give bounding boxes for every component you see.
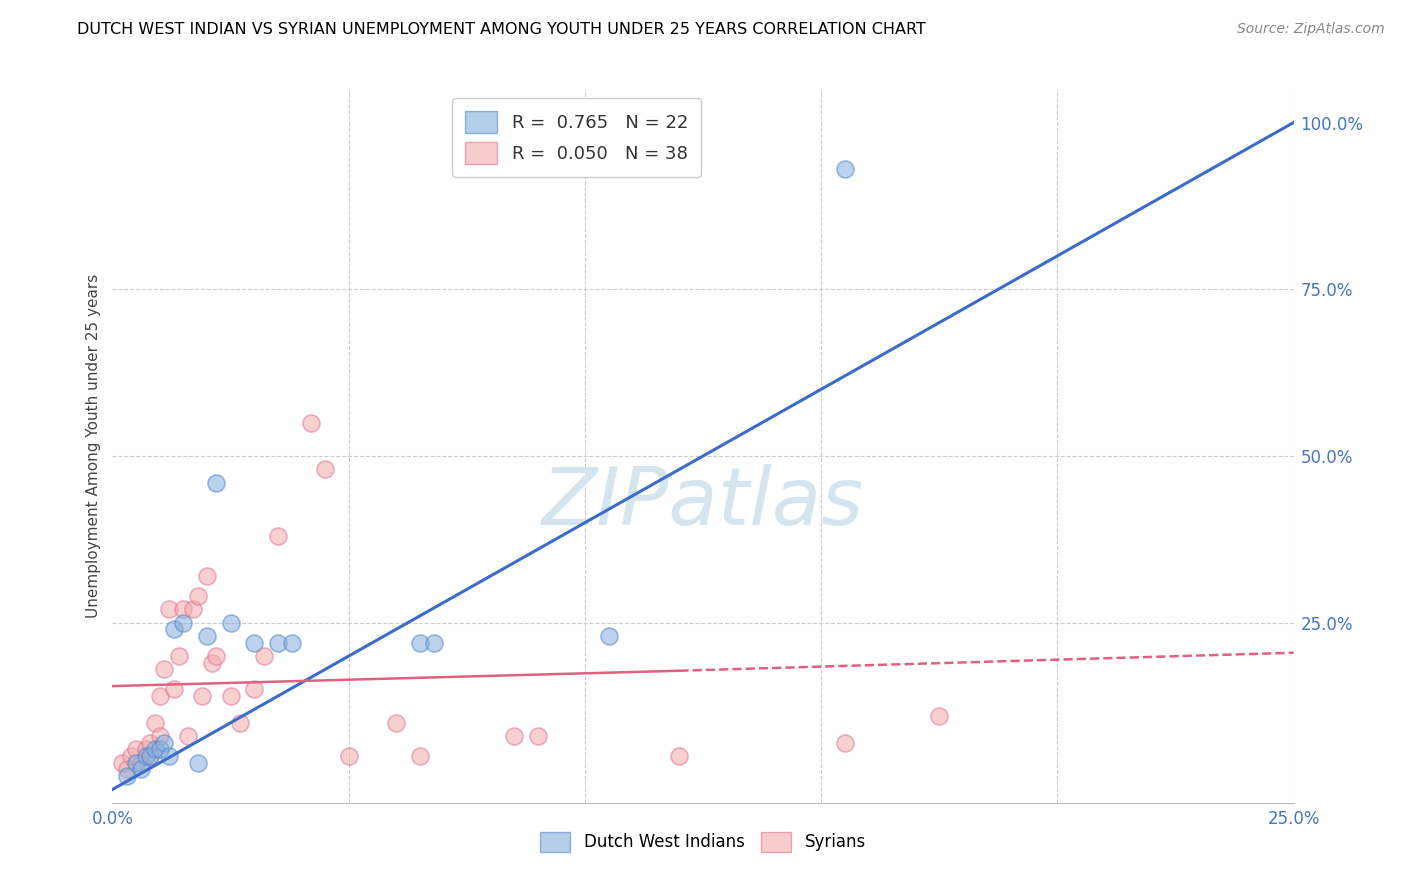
Point: [422, 636, 444, 650]
Point: [149, 729, 172, 743]
Point: [186, 589, 208, 603]
Point: [139, 749, 162, 764]
Point: [503, 729, 526, 743]
Point: [668, 749, 690, 764]
Point: [172, 602, 194, 616]
Point: [129, 756, 152, 770]
Point: [111, 756, 134, 770]
Point: [834, 162, 856, 177]
Text: ZIPatlas: ZIPatlas: [541, 464, 865, 542]
Point: [143, 742, 166, 756]
Point: [195, 569, 218, 583]
Point: [267, 529, 290, 543]
Point: [408, 636, 430, 650]
Point: [243, 682, 266, 697]
Point: [153, 662, 176, 676]
Point: [177, 729, 200, 743]
Point: [598, 629, 620, 643]
Point: [163, 623, 186, 637]
Point: [267, 636, 290, 650]
Point: [834, 736, 856, 750]
Point: [385, 715, 408, 730]
Point: [205, 649, 228, 664]
Point: [281, 636, 304, 650]
Point: [186, 756, 208, 770]
Point: [181, 602, 204, 616]
Point: [157, 749, 180, 764]
Point: [115, 769, 138, 783]
Point: [135, 742, 157, 756]
Point: [115, 763, 138, 777]
Point: [149, 742, 172, 756]
Point: [125, 742, 148, 756]
Point: [205, 475, 228, 490]
Text: Source: ZipAtlas.com: Source: ZipAtlas.com: [1237, 22, 1385, 37]
Point: [229, 715, 252, 730]
Legend: Dutch West Indians, Syrians: Dutch West Indians, Syrians: [534, 825, 872, 859]
Point: [143, 715, 166, 730]
Point: [149, 689, 172, 703]
Point: [243, 636, 266, 650]
Point: [299, 416, 322, 430]
Point: [163, 682, 186, 697]
Point: [120, 749, 142, 764]
Point: [526, 729, 548, 743]
Point: [219, 615, 242, 630]
Y-axis label: Unemployment Among Youth under 25 years: Unemployment Among Youth under 25 years: [86, 274, 101, 618]
Point: [135, 749, 157, 764]
Point: [157, 602, 180, 616]
Text: DUTCH WEST INDIAN VS SYRIAN UNEMPLOYMENT AMONG YOUTH UNDER 25 YEARS CORRELATION : DUTCH WEST INDIAN VS SYRIAN UNEMPLOYMENT…: [77, 22, 927, 37]
Point: [195, 629, 218, 643]
Point: [337, 749, 360, 764]
Point: [928, 709, 950, 723]
Point: [129, 763, 152, 777]
Point: [314, 462, 336, 476]
Point: [153, 736, 176, 750]
Point: [139, 736, 162, 750]
Point: [191, 689, 214, 703]
Point: [139, 749, 162, 764]
Point: [167, 649, 190, 664]
Point: [253, 649, 276, 664]
Point: [219, 689, 242, 703]
Point: [172, 615, 194, 630]
Point: [125, 756, 148, 770]
Point: [201, 656, 224, 670]
Point: [408, 749, 430, 764]
